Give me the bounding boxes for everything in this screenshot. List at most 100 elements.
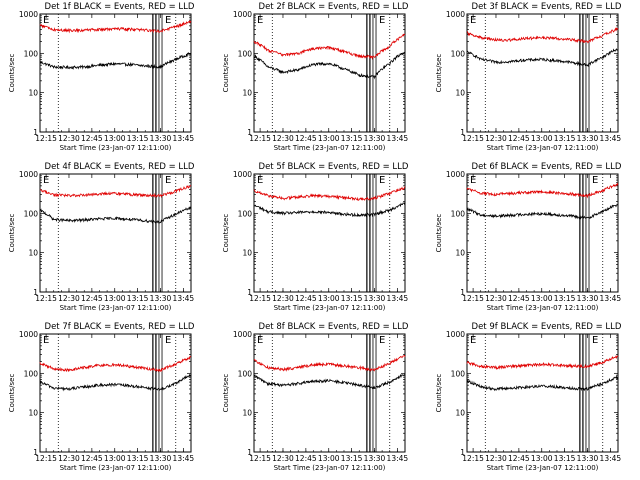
x-tick-label: 12:45 [508,134,530,143]
y-tick-label: 100 [238,209,253,218]
x-tick-label: 12:30 [58,134,80,143]
x-tick-label: 13:30 [364,454,386,463]
y-tick-label: 10 [455,249,465,258]
x-tick-label: 13:15 [127,134,149,143]
y-tick-label: 100 [238,369,253,378]
plot-frame [39,173,192,293]
x-tick-label: 12:45 [81,454,103,463]
end-marker-label: E [165,335,171,346]
y-tick-label: 1000 [233,170,252,179]
y-tick-label: 10 [242,249,252,258]
panel-title: Det 1f BLACK = Events, RED = LLD [45,2,195,12]
y-axis-label: Counts/sec [222,214,230,253]
y-tick-label: 10 [455,89,465,98]
events-series-line [253,51,406,80]
y-tick-label: 1 [460,128,465,137]
lld-series-line [466,354,619,371]
lld-series-line [39,355,192,373]
y-tick-label: 1000 [446,10,465,19]
x-tick-label: 13:45 [387,454,409,463]
panel-title: Det 7f BLACK = Events, RED = LLD [45,322,195,332]
panel-title: Det 4f BLACK = Events, RED = LLD [45,162,195,172]
y-tick-label: 100 [451,369,466,378]
y-axis-label: Counts/sec [8,54,16,93]
start-marker-label: E [257,335,263,346]
end-marker-label: E [592,335,598,346]
x-axis-label: Start Time (23-Jan-07 12:11:00) [487,304,599,312]
y-axis-label: Counts/sec [222,374,230,413]
panel-title: Det 2f BLACK = Events, RED = LLD [259,2,409,12]
start-marker-label: E [257,15,263,26]
end-marker-label: E [379,335,385,346]
x-tick-label: 13:30 [150,454,172,463]
x-tick-label: 12:30 [485,454,507,463]
panel-title: Det 3f BLACK = Events, RED = LLD [472,2,622,12]
y-tick-label: 10 [28,409,38,418]
x-tick-label: 13:30 [150,134,172,143]
panel-2: Det 2f BLACK = Events, RED = LLD 1 10 100 10… [222,2,409,152]
panel-title: Det 8f BLACK = Events, RED = LLD [259,322,409,332]
x-tick-label: 13:15 [554,454,576,463]
y-tick-label: 1 [247,128,252,137]
y-tick-label: 100 [451,49,466,58]
x-tick-label: 13:00 [531,134,553,143]
panel-3: Det 3f BLACK = Events, RED = LLD 1 10 100 10… [435,2,622,152]
y-tick-label: 100 [24,209,39,218]
x-axis-label: Start Time (23-Jan-07 12:11:00) [60,144,172,152]
y-tick-label: 10 [28,89,38,98]
lld-series-line [253,33,406,60]
y-tick-label: 1000 [19,170,38,179]
x-tick-label: 13:15 [554,294,576,303]
x-tick-label: 12:45 [508,454,530,463]
x-tick-label: 13:45 [600,134,622,143]
x-tick-label: 13:30 [150,294,172,303]
panel-5: Det 5f BLACK = Events, RED = LLD 1 10 100 10… [222,162,409,312]
events-series-line [253,372,406,390]
y-tick-label: 1000 [446,170,465,179]
start-marker-label: E [470,15,476,26]
events-series-line [466,48,619,68]
y-axis-label: Counts/sec [435,54,443,93]
x-tick-label: 13:00 [531,454,553,463]
x-tick-label: 12:15 [249,454,271,463]
plot-frame [39,13,192,133]
x-tick-label: 12:45 [81,294,103,303]
x-tick-label: 13:15 [341,294,363,303]
panel-4: Det 4f BLACK = Events, RED = LLD 1 10 100 10… [8,162,195,312]
x-tick-label: 13:15 [554,134,576,143]
panel-9: Det 9f BLACK = Events, RED = LLD 1 10 100 10… [435,322,622,472]
y-tick-label: 1 [33,448,38,457]
panel-title: Det 5f BLACK = Events, RED = LLD [259,162,409,172]
end-marker-label: E [379,175,385,186]
plot-frame [466,13,619,133]
events-series-line [40,373,192,392]
x-tick-label: 12:30 [272,294,294,303]
x-tick-label: 12:45 [295,454,317,463]
x-tick-label: 12:15 [249,294,271,303]
lld-series-line [466,182,619,199]
x-axis-label: Start Time (23-Jan-07 12:11:00) [487,144,599,152]
x-axis-label: Start Time (23-Jan-07 12:11:00) [60,304,172,312]
y-tick-label: 1 [460,288,465,297]
y-tick-label: 1 [247,288,252,297]
x-tick-label: 12:15 [35,454,57,463]
y-axis-label: Counts/sec [222,54,230,93]
x-tick-label: 12:30 [272,134,294,143]
x-tick-label: 12:30 [272,454,294,463]
end-marker-label: E [592,15,598,26]
x-axis-label: Start Time (23-Jan-07 12:11:00) [274,464,386,472]
y-tick-label: 1000 [19,10,38,19]
x-tick-label: 12:45 [81,134,103,143]
events-series-line [39,52,192,71]
x-tick-label: 13:45 [387,294,409,303]
x-tick-label: 13:00 [531,294,553,303]
y-tick-label: 100 [451,209,466,218]
x-tick-label: 13:00 [104,454,126,463]
y-tick-label: 10 [28,249,38,258]
lld-series-line [466,27,619,44]
y-tick-label: 1000 [446,330,465,339]
events-series-line [39,206,192,225]
x-tick-label: 13:30 [577,454,599,463]
start-marker-label: E [257,175,263,186]
